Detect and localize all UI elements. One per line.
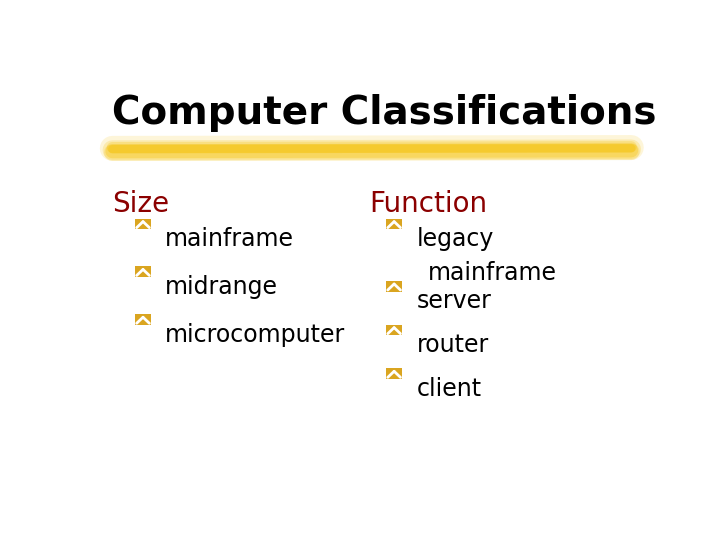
Text: server: server <box>416 289 491 313</box>
Text: router: router <box>416 333 489 357</box>
FancyBboxPatch shape <box>386 281 402 292</box>
FancyBboxPatch shape <box>135 314 151 325</box>
FancyBboxPatch shape <box>386 219 402 230</box>
FancyBboxPatch shape <box>386 325 402 335</box>
FancyBboxPatch shape <box>386 368 402 379</box>
Text: legacy: legacy <box>416 227 494 251</box>
Text: client: client <box>416 377 482 401</box>
FancyBboxPatch shape <box>135 219 151 230</box>
Text: Size: Size <box>112 190 169 218</box>
Text: midrange: midrange <box>166 275 279 299</box>
Text: microcomputer: microcomputer <box>166 322 346 347</box>
Text: Computer Classifications: Computer Classifications <box>112 94 657 132</box>
Text: Function: Function <box>369 190 487 218</box>
FancyBboxPatch shape <box>135 266 151 277</box>
Text: mainframe: mainframe <box>428 261 557 285</box>
Text: mainframe: mainframe <box>166 227 294 251</box>
